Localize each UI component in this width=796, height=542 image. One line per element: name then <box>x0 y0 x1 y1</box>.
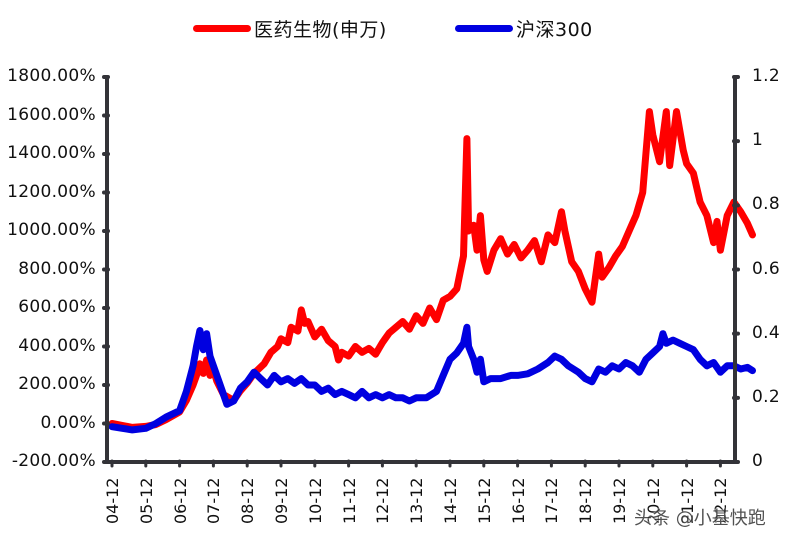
x-axis-tick-label: 13-12 <box>407 477 427 525</box>
x-axis-tick-label: 14-12 <box>441 477 460 525</box>
x-axis-tick-label: 10-12 <box>305 477 325 525</box>
left-axis-tick-label: 1200.00% <box>7 181 96 202</box>
x-axis-tick-label: 09-12 <box>272 477 291 525</box>
x-axis-tick-label: 04-12 <box>103 477 122 525</box>
left-axis-tick-label: 0.00% <box>40 412 96 433</box>
left-axis-tick-label: 1800.00% <box>7 66 96 86</box>
x-axis-tick-label: 17-12 <box>542 477 562 525</box>
right-axis-tick-label: 1 <box>752 130 764 151</box>
x-axis-tick-label: 15-12 <box>474 477 494 525</box>
right-axis-tick-label: 1.2 <box>752 66 780 86</box>
x-axis-tick-label: 19-12 <box>610 477 629 525</box>
x-axis-tick-label: 08-12 <box>238 477 258 525</box>
series-layer <box>108 108 756 434</box>
x-axis-tick-label: 11-12 <box>339 477 359 525</box>
left-axis-tick-label: 200.00% <box>18 374 96 394</box>
x-axis-tick-label: 06-12 <box>170 477 190 525</box>
csi300-series-line <box>108 323 756 434</box>
legend-item-pharma: 医药生物(申万) <box>193 12 387 44</box>
left-axis-tick-label: 800.00% <box>18 258 96 279</box>
chart-legend: 医药生物(申万) 沪深300 <box>0 12 796 44</box>
left-axis-tick-label: 1400.00% <box>7 143 96 163</box>
legend-item-csi300: 沪深300 <box>455 12 593 44</box>
right-axis-tick-label: 0.2 <box>752 386 780 407</box>
x-axis-tick-label: 16-12 <box>508 477 528 525</box>
pharma-series-line <box>108 108 756 431</box>
legend-label-pharma: 医药生物(申万) <box>254 18 387 41</box>
right-axis-tick-label: 0.8 <box>752 194 780 215</box>
right-axis-tick-label: 0 <box>752 451 764 471</box>
legend-label-csi300: 沪深300 <box>516 18 593 41</box>
left-axis-tick-label: 600.00% <box>18 297 96 317</box>
left-axis-tick-label: 1600.00% <box>7 104 96 125</box>
left-axis-tick-label: 1000.00% <box>7 220 96 240</box>
left-axis-tick-label: -200.00% <box>11 451 96 471</box>
x-axis-tick-label: 05-12 <box>136 477 156 525</box>
x-axis-tick-label: 07-12 <box>204 477 224 525</box>
right-axis-tick-label: 0.6 <box>752 258 780 279</box>
left-axis-tick-label: 400.00% <box>18 335 96 356</box>
axes-layer <box>102 75 740 468</box>
right-axis-tick-label: 0.4 <box>752 322 780 343</box>
x-axis-tick-label: 12-12 <box>373 477 393 525</box>
legend-swatch-pharma <box>193 24 251 32</box>
legend-swatch-csi300 <box>455 24 513 32</box>
watermark: 头条 @小基快跑 <box>634 508 766 529</box>
x-axis-tick-label: 18-12 <box>576 477 596 525</box>
